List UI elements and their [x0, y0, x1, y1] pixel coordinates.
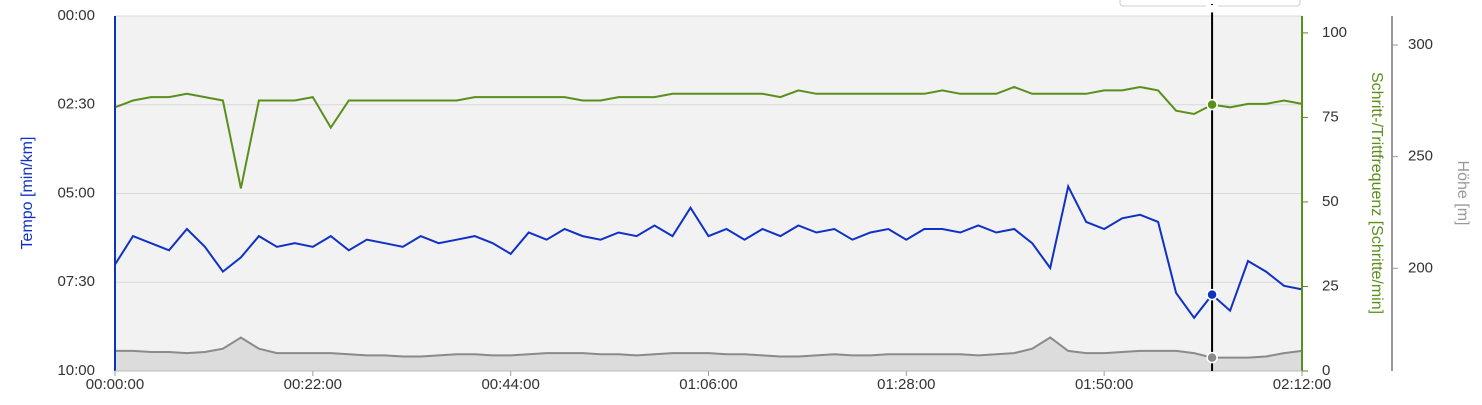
y2-axis-title: Schritt-/Trittfrequenz [Schritte/min] — [1368, 72, 1385, 314]
y-tick-label: 00:00 — [57, 7, 95, 24]
line — [114, 85, 1303, 189]
crosshair-point — [1206, 288, 1218, 301]
y2-tick-label: 0 — [1322, 362, 1330, 379]
x-tick-label: 01:28:00 — [877, 376, 935, 393]
y3-tick-label: 250 — [1408, 148, 1433, 165]
x-tick-label: 00:44:00 — [481, 376, 539, 393]
line — [114, 183, 1303, 320]
x-tick-label: 00:22:00 — [284, 376, 342, 393]
x-tick-label: 00:00:00 — [86, 376, 144, 393]
y2-tick-label: 25 — [1322, 277, 1339, 294]
y2-tick-label: 75 — [1322, 108, 1339, 125]
x-tick-label: 01:06:00 — [679, 376, 737, 393]
area — [115, 337, 1302, 371]
y3-tick-label: 300 — [1408, 36, 1433, 53]
x-tick-label: 02:12:00 — [1273, 376, 1331, 393]
y-tick-label: 07:30 — [57, 273, 95, 290]
tooltip-pointer — [1205, 5, 1220, 13]
y-tick-label: 02:30 — [57, 96, 95, 113]
y2-tick-label: 50 — [1322, 193, 1339, 210]
crosshair-point — [1206, 351, 1218, 364]
y-axis-title: Tempo [min/km] — [19, 137, 36, 250]
y3-tick-label: 200 — [1408, 259, 1433, 276]
crosshair-point — [1206, 98, 1218, 111]
x-tick-label: 01:50:00 — [1075, 376, 1133, 393]
y-tick-label: 10:00 — [57, 362, 95, 379]
line — [115, 336, 1303, 359]
y3-axis-title: Höhe [m] — [1454, 161, 1471, 226]
y-tick-label: 05:00 — [57, 184, 95, 201]
y2-tick-label: 100 — [1322, 24, 1347, 41]
